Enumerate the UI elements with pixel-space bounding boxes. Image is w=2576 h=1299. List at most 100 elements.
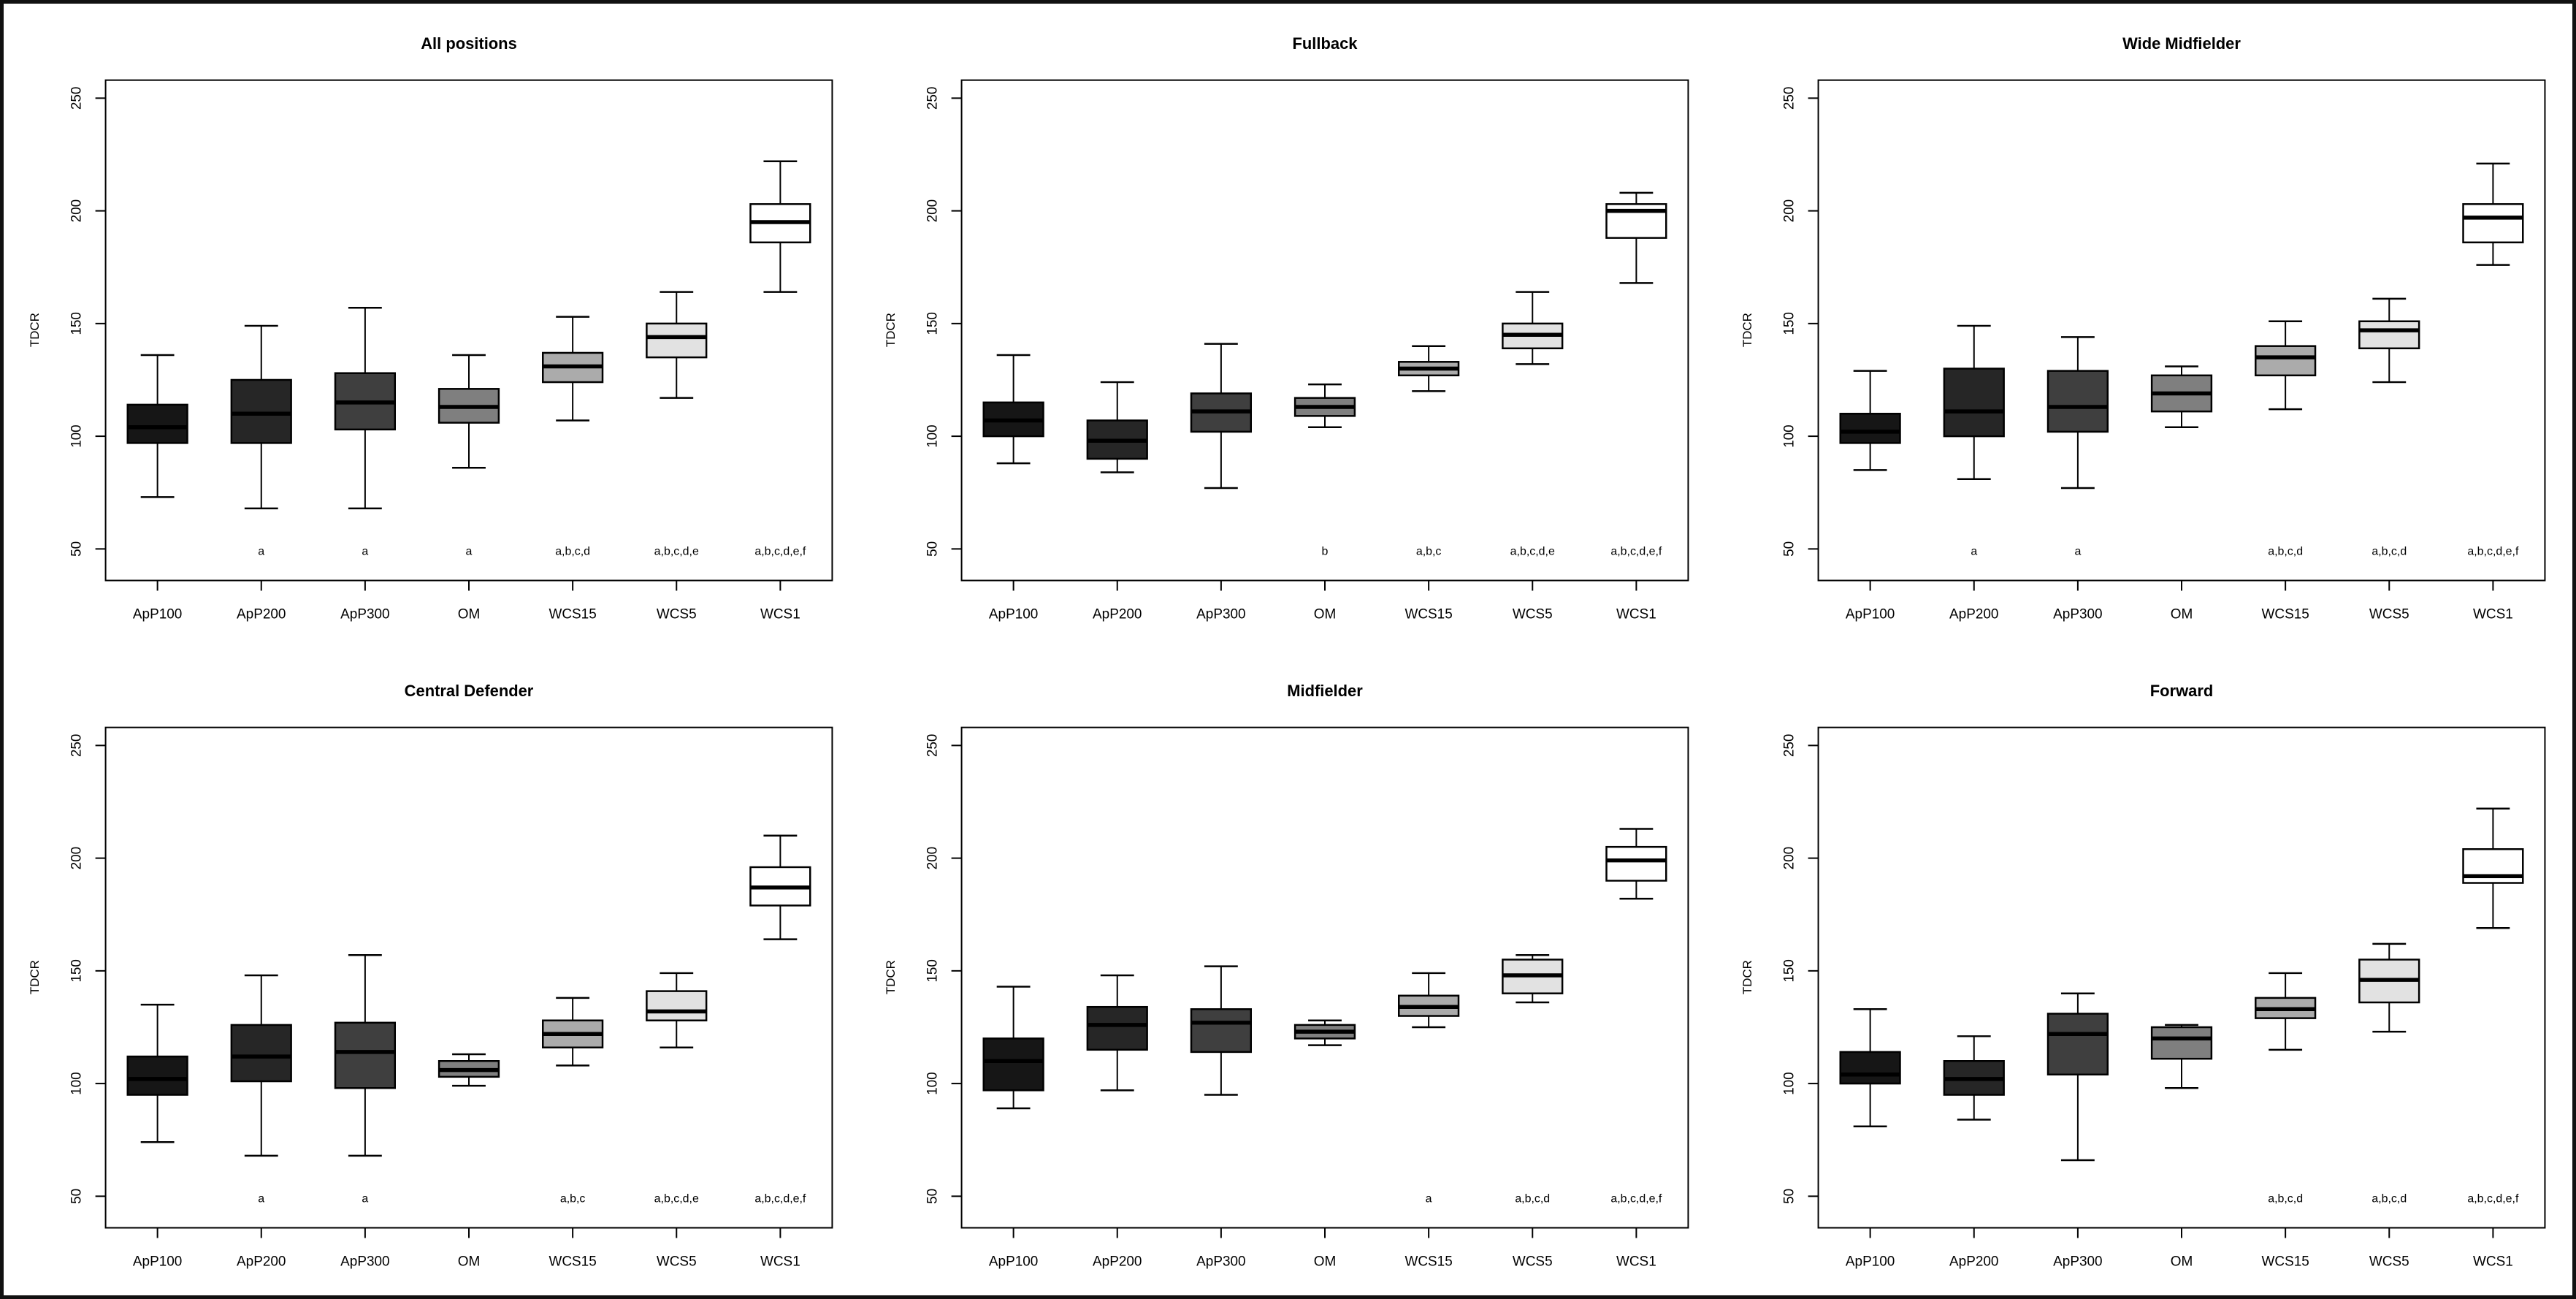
x-tick-label: ApP300 — [340, 606, 389, 622]
x-tick-label: WCS15 — [2261, 606, 2309, 622]
x-tick-label: ApP100 — [989, 606, 1038, 622]
box-ApP100 — [126, 403, 188, 444]
box-WCS1 — [2461, 203, 2524, 244]
box-ApP300 — [334, 1021, 396, 1089]
boxplot-svg-forward: Forward TDCR 50 100 150 200 250 ApP100 ApP200 A… — [1740, 682, 2546, 1270]
y-tick-label: 200 — [69, 199, 85, 223]
x-tick-label: ApP300 — [1197, 606, 1246, 622]
boxplot-panel-central-defender: Central Defender TDCR 50 100 150 200 250 ApP1… — [4, 651, 860, 1298]
y-tick-label: 150 — [69, 312, 85, 335]
significance-label: a,b,c,d — [2371, 545, 2407, 557]
significance-label: a,b,c,d,e,f — [1611, 1193, 1663, 1205]
box-ApP100 — [1839, 1051, 1901, 1085]
plot-content: 50 100 150 200 250 ApP100 ApP200 a ApP300 a OM a WCS… — [69, 87, 811, 622]
y-axis-label: TDCR — [1740, 313, 1754, 347]
significance-label: a,b,c,d,e,f — [754, 545, 806, 557]
y-tick-label: 50 — [69, 541, 85, 557]
boxplot-svg-fullback: Fullback TDCR 50 100 150 200 250 ApP100 ApP200… — [884, 34, 1689, 622]
plot-content: 50 100 150 200 250 ApP100 ApP200 ApP300 OM WCS15 a… — [925, 734, 1667, 1270]
y-tick-label: 100 — [69, 1073, 85, 1096]
significance-label: a,b,c,d,e,f — [2467, 1193, 2519, 1205]
boxplot-panel-midfielder: Midfielder TDCR 50 100 150 200 250 ApP100 ApP2… — [860, 651, 1716, 1298]
box-ApP300 — [2046, 1013, 2109, 1076]
y-tick-label: 100 — [1781, 424, 1797, 448]
box-ApP300 — [2046, 370, 2109, 433]
y-tick-label: 100 — [69, 424, 85, 448]
x-tick-label: OM — [1314, 606, 1337, 622]
significance-label: a,b,c — [560, 1193, 586, 1205]
box-WCS5 — [646, 322, 708, 359]
x-tick-label: WCS5 — [657, 1254, 697, 1270]
box-WCS15 — [2254, 345, 2316, 377]
x-tick-label: ApP100 — [133, 1254, 182, 1270]
significance-label: a — [258, 1193, 264, 1205]
x-tick-label: ApP200 — [1949, 606, 1998, 622]
box-ApP100 — [982, 1037, 1045, 1092]
x-tick-label: ApP300 — [340, 1254, 389, 1270]
significance-label: a — [2074, 545, 2081, 557]
box-ApP100 — [1839, 413, 1901, 444]
box-ApP300 — [1190, 1008, 1253, 1054]
plot-area — [960, 79, 1689, 582]
y-tick-label: 200 — [1781, 847, 1797, 870]
x-tick-label: WCS15 — [1405, 1254, 1453, 1270]
x-tick-label: OM — [458, 606, 481, 622]
panel-title: Forward — [2149, 682, 2212, 700]
y-tick-label: 150 — [1781, 312, 1797, 335]
y-tick-label: 250 — [1781, 734, 1797, 758]
y-axis-label: TDCR — [884, 960, 898, 994]
box-ApP200 — [1086, 1006, 1149, 1051]
panel-title: Midfielder — [1288, 682, 1364, 700]
significance-label: a,b,c,d — [555, 545, 590, 557]
significance-label: a — [362, 1193, 368, 1205]
x-tick-label: ApP200 — [237, 606, 286, 622]
x-tick-label: WCS5 — [2369, 606, 2409, 622]
x-tick-label: WCS15 — [1405, 606, 1453, 622]
x-tick-label: ApP100 — [1846, 1254, 1895, 1270]
boxplot-panel-fullback: Fullback TDCR 50 100 150 200 250 ApP100 ApP200… — [860, 4, 1716, 651]
significance-label: a,b,c,d,e,f — [1611, 545, 1663, 557]
x-tick-label: OM — [1314, 1254, 1337, 1270]
box-ApP200 — [230, 378, 292, 444]
y-tick-label: 50 — [925, 541, 941, 557]
box-ApP100 — [126, 1056, 188, 1097]
significance-label: a,b,c,d — [2268, 1193, 2303, 1205]
plot-content: 50 100 150 200 250 ApP100 ApP200 a ApP300 a OM WCS1… — [1781, 87, 2524, 622]
y-tick-label: 200 — [69, 847, 85, 870]
plot-area — [1817, 79, 2546, 582]
box-ApP200 — [1943, 367, 2005, 438]
y-tick-label: 50 — [1781, 541, 1797, 557]
y-tick-label: 250 — [69, 87, 85, 110]
y-tick-label: 250 — [925, 87, 941, 110]
y-tick-label: 100 — [925, 1073, 941, 1096]
y-tick-label: 200 — [925, 847, 941, 870]
y-tick-label: 100 — [1781, 1073, 1797, 1096]
significance-label: a,b,c,d,e,f — [754, 1193, 806, 1205]
x-tick-label: ApP300 — [2053, 1254, 2102, 1270]
plot-area — [104, 79, 833, 582]
significance-label: a,b,c,d,e — [1510, 545, 1555, 557]
box-ApP200 — [230, 1024, 292, 1083]
y-tick-label: 150 — [69, 959, 85, 983]
x-tick-label: OM — [2170, 1254, 2193, 1270]
box-WCS1 — [1605, 846, 1667, 882]
x-tick-label: WCS1 — [760, 1254, 800, 1270]
x-tick-label: WCS1 — [1616, 1254, 1656, 1270]
significance-label: b — [1322, 545, 1329, 557]
significance-label: a,b,c,d,e,f — [2467, 545, 2519, 557]
plot-area — [104, 726, 833, 1229]
x-tick-label: ApP100 — [133, 606, 182, 622]
x-tick-label: WCS5 — [1513, 1254, 1553, 1270]
y-tick-label: 150 — [925, 959, 941, 983]
significance-label: a — [362, 545, 368, 557]
y-tick-label: 150 — [925, 312, 941, 335]
x-tick-label: WCS5 — [657, 606, 697, 622]
significance-label: a,b,c,d,e — [654, 1193, 699, 1205]
y-axis-label: TDCR — [28, 960, 42, 994]
x-tick-label: WCS15 — [2261, 1254, 2309, 1270]
boxplot-svg-all-positions: All positions TDCR 50 100 150 200 250 ApP100 A… — [28, 34, 833, 622]
x-tick-label: WCS5 — [1513, 606, 1553, 622]
significance-label: a,b,c — [1416, 545, 1442, 557]
boxplot-svg-central-defender: Central Defender TDCR 50 100 150 200 250 ApP1… — [28, 682, 833, 1270]
x-tick-label: ApP300 — [2053, 606, 2102, 622]
